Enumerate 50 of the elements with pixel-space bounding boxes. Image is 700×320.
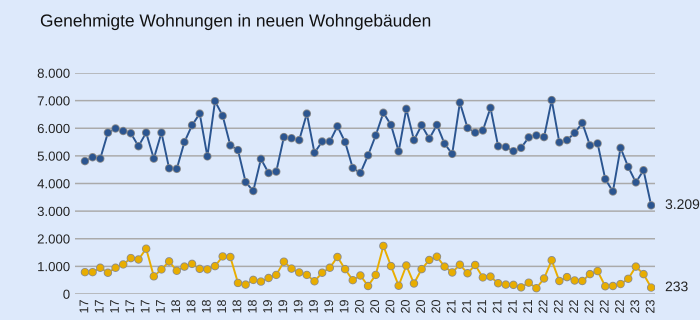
x-tick-label: 21 (523, 300, 532, 313)
y-tick-label: 8.000 (38, 68, 70, 78)
x-tick-label: 19 (324, 300, 334, 313)
x-tick-label: 19 (294, 300, 303, 313)
x-tick-label: 21 (446, 300, 456, 313)
x-tick-label: 20 (400, 300, 410, 313)
x-tick-label: 23 (646, 300, 655, 313)
y-tick-label: 7.000 (38, 96, 70, 106)
x-tick-label: 19 (309, 300, 318, 313)
x-tick-label: 20 (386, 300, 394, 313)
y-tick-label: 0 (63, 290, 70, 299)
x-tick-label: 19 (278, 300, 288, 313)
x-tick-label: 20 (370, 300, 380, 313)
x-tick-label: 18 (202, 300, 211, 313)
x-tick-label: 17 (80, 300, 88, 313)
x-tick-label: 17 (140, 300, 150, 313)
x-tick-label: 20 (354, 300, 364, 313)
x-tick-label: 17 (125, 300, 134, 313)
x-tick-label: 21 (492, 300, 502, 313)
x-tick-label: 21 (508, 300, 517, 313)
x-tick-label: 17 (110, 300, 119, 313)
x-tick-label: 17 (156, 300, 165, 313)
x-tick-label: 22 (584, 300, 594, 313)
x-tick-label: 18 (232, 300, 242, 313)
x-tick-label: 20 (416, 300, 425, 313)
y-tick-label: 6.000 (38, 124, 70, 134)
data-label: 233 (666, 281, 688, 292)
x-tick-label: 19 (340, 300, 348, 313)
x-tick-label: 18 (171, 300, 180, 313)
chart-title: Genehmigte Wohnungen in neuen Wohngebäuden (40, 14, 430, 30)
x-tick-label: 18 (217, 300, 226, 313)
x-tick-label: 23 (630, 300, 640, 313)
x-tick-label: 22 (569, 300, 578, 313)
x-tick-label: 22 (554, 300, 563, 313)
x-tick-label: 21 (462, 300, 471, 313)
y-tick-label: 1.000 (38, 262, 70, 272)
y-tick-label: 2.000 (38, 234, 70, 244)
data-label: 3.209 (666, 199, 700, 210)
x-tick-label: 17 (94, 300, 104, 313)
x-tick-label: 19 (263, 300, 272, 313)
x-tick-label: 20 (431, 300, 440, 313)
y-tick-label: 5.000 (38, 151, 70, 161)
x-tick-label: 18 (186, 300, 196, 313)
y-tick-label: 4.000 (37, 179, 70, 188)
x-tick-label: 18 (248, 300, 257, 313)
x-tick-label: 22 (600, 300, 608, 313)
y-tick-label: 3.000 (38, 206, 70, 216)
x-tick-label: 21 (477, 300, 486, 313)
x-tick-label: 22 (538, 300, 548, 313)
x-tick-label: 22 (615, 300, 624, 313)
